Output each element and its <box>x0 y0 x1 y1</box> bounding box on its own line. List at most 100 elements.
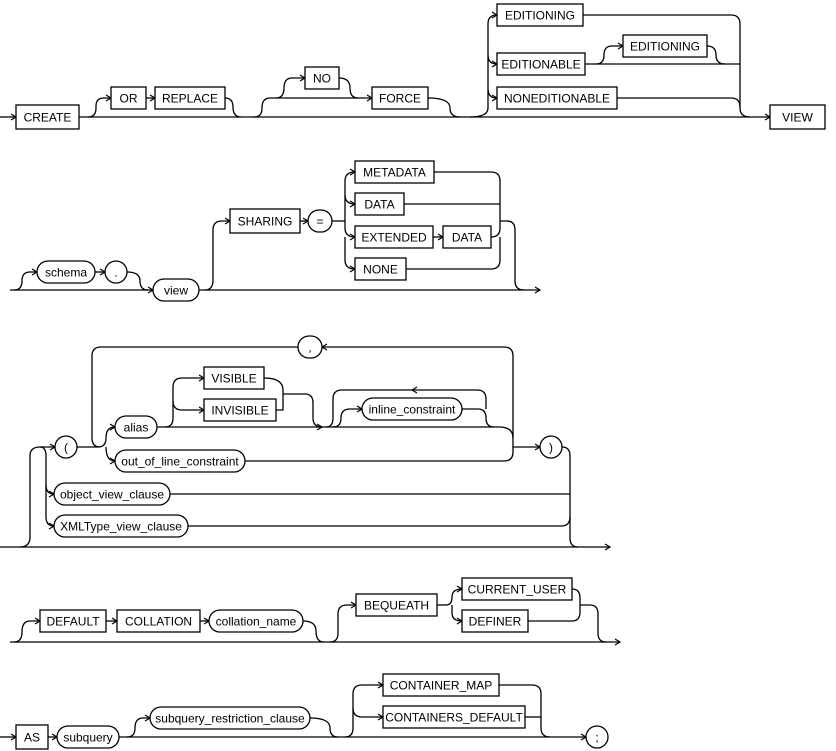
node-shape <box>354 225 434 249</box>
node-label: CURRENT_USER <box>468 583 567 597</box>
node-shape <box>54 435 78 459</box>
syntax-nodes: CREATE OR REPLACE NO FORCE EDITIONING EDITIONA… <box>15 3 826 750</box>
node-shape <box>104 260 128 284</box>
node-shape <box>39 609 107 633</box>
node-label: INVISIBLE <box>211 404 268 418</box>
symbol-symbol: ) <box>539 435 563 459</box>
node-shape <box>461 609 529 633</box>
connector-line <box>45 484 56 498</box>
symbol-symbol: . <box>104 260 128 284</box>
node-label: subquery_restriction_clause <box>155 712 305 726</box>
connector-line <box>580 604 607 643</box>
keyword-visible: VISIBLE <box>203 366 265 390</box>
node-label: CONTAINERS_DEFAULT <box>385 711 523 725</box>
connector-line <box>19 443 57 548</box>
connector-line <box>204 217 232 291</box>
connector-line <box>344 194 357 208</box>
node-shape <box>371 86 429 110</box>
nonterminal-view: view <box>152 278 200 302</box>
node-shape <box>53 514 189 538</box>
keyword-invisible: INVISIBLE <box>203 398 277 422</box>
connector-line <box>595 42 625 65</box>
connector-line <box>352 707 385 721</box>
node-shape <box>15 724 49 750</box>
connector-line <box>302 620 325 643</box>
node-label: SHARING <box>238 215 293 229</box>
keyword-definer: DEFINER <box>461 609 529 633</box>
node-shape <box>496 3 584 27</box>
node-label: CONTAINER_MAP <box>390 679 492 693</box>
connector-line <box>329 601 358 643</box>
keyword-containers-default: CONTAINERS_DEFAULT <box>382 705 526 729</box>
nonterminal-subquery-restriction-clause: subquery_restriction_clause <box>149 706 311 730</box>
connector-line <box>410 386 487 409</box>
connector-line <box>406 237 501 270</box>
node-label: EDITIONING <box>505 9 575 23</box>
keyword-collation: COLLATION <box>116 609 201 633</box>
node-label: AS <box>24 731 40 745</box>
keyword-current-user: CURRENT_USER <box>461 577 573 601</box>
connector-line <box>451 605 464 625</box>
connector-line <box>583 14 751 118</box>
keyword-force: FORCE <box>371 86 429 110</box>
node-label: inline_constraint <box>369 403 456 417</box>
node-shape <box>361 397 463 421</box>
node-label: METADATA <box>363 166 426 180</box>
keyword-metadata: METADATA <box>354 160 435 184</box>
connector-line <box>126 271 149 291</box>
node-shape <box>203 398 277 422</box>
keyword-or: OR <box>110 86 147 110</box>
node-shape <box>354 160 435 184</box>
node-label: ; <box>595 731 598 745</box>
node-label: subquery <box>63 731 112 745</box>
node-shape <box>36 260 96 284</box>
keyword-default: DEFAULT <box>39 609 107 633</box>
nonterminal-xmltype-view-clause: XMLType_view_clause <box>53 514 189 538</box>
connector-line <box>487 54 499 68</box>
node-label: out_of_line_constraint <box>121 455 239 469</box>
node-shape <box>114 449 246 473</box>
node-label: EDITIONING <box>630 40 700 54</box>
node-shape <box>304 66 340 90</box>
node-shape <box>496 86 618 110</box>
connector-line <box>188 516 571 527</box>
connector-line <box>561 446 579 548</box>
node-shape <box>382 705 526 729</box>
connector-line <box>325 389 414 428</box>
keyword-no: NO <box>304 66 340 90</box>
connector-line <box>13 268 39 291</box>
node-shape <box>229 208 301 234</box>
node-label: NONEDITIONABLE <box>504 92 610 106</box>
connector-line <box>344 237 357 273</box>
node-shape <box>354 257 407 281</box>
connector-line <box>126 714 152 738</box>
nonterminal-schema: schema <box>36 260 96 284</box>
node-label: XMLType_view_clause <box>60 520 182 534</box>
node-label: FORCE <box>379 92 421 106</box>
node-label: CREATE <box>24 111 72 125</box>
connector-line <box>283 393 324 431</box>
connector-line <box>224 97 242 118</box>
node-label: collation_name <box>216 615 297 629</box>
connector-line <box>500 220 525 291</box>
keyword-data: DATA <box>354 192 405 216</box>
connector-line <box>469 11 499 118</box>
node-label: DEFAULT <box>46 615 100 629</box>
node-label: EXTENDED <box>361 231 427 245</box>
connector-line <box>263 377 284 411</box>
connector-line <box>105 446 117 465</box>
connector-line <box>245 443 542 462</box>
node-label: VIEW <box>782 111 813 125</box>
node-shape <box>622 34 708 58</box>
connector-line <box>309 717 339 738</box>
node-shape <box>297 335 323 359</box>
node-label: OR <box>120 92 138 106</box>
nonterminal-subquery: subquery <box>56 725 120 749</box>
node-label: EDITIONABLE <box>501 58 580 72</box>
node-shape <box>53 482 171 506</box>
node-shape <box>769 104 826 130</box>
symbol-symbol: ; <box>585 725 609 749</box>
connector-line <box>253 94 374 118</box>
node-shape <box>496 52 586 76</box>
connector-line <box>13 617 42 643</box>
